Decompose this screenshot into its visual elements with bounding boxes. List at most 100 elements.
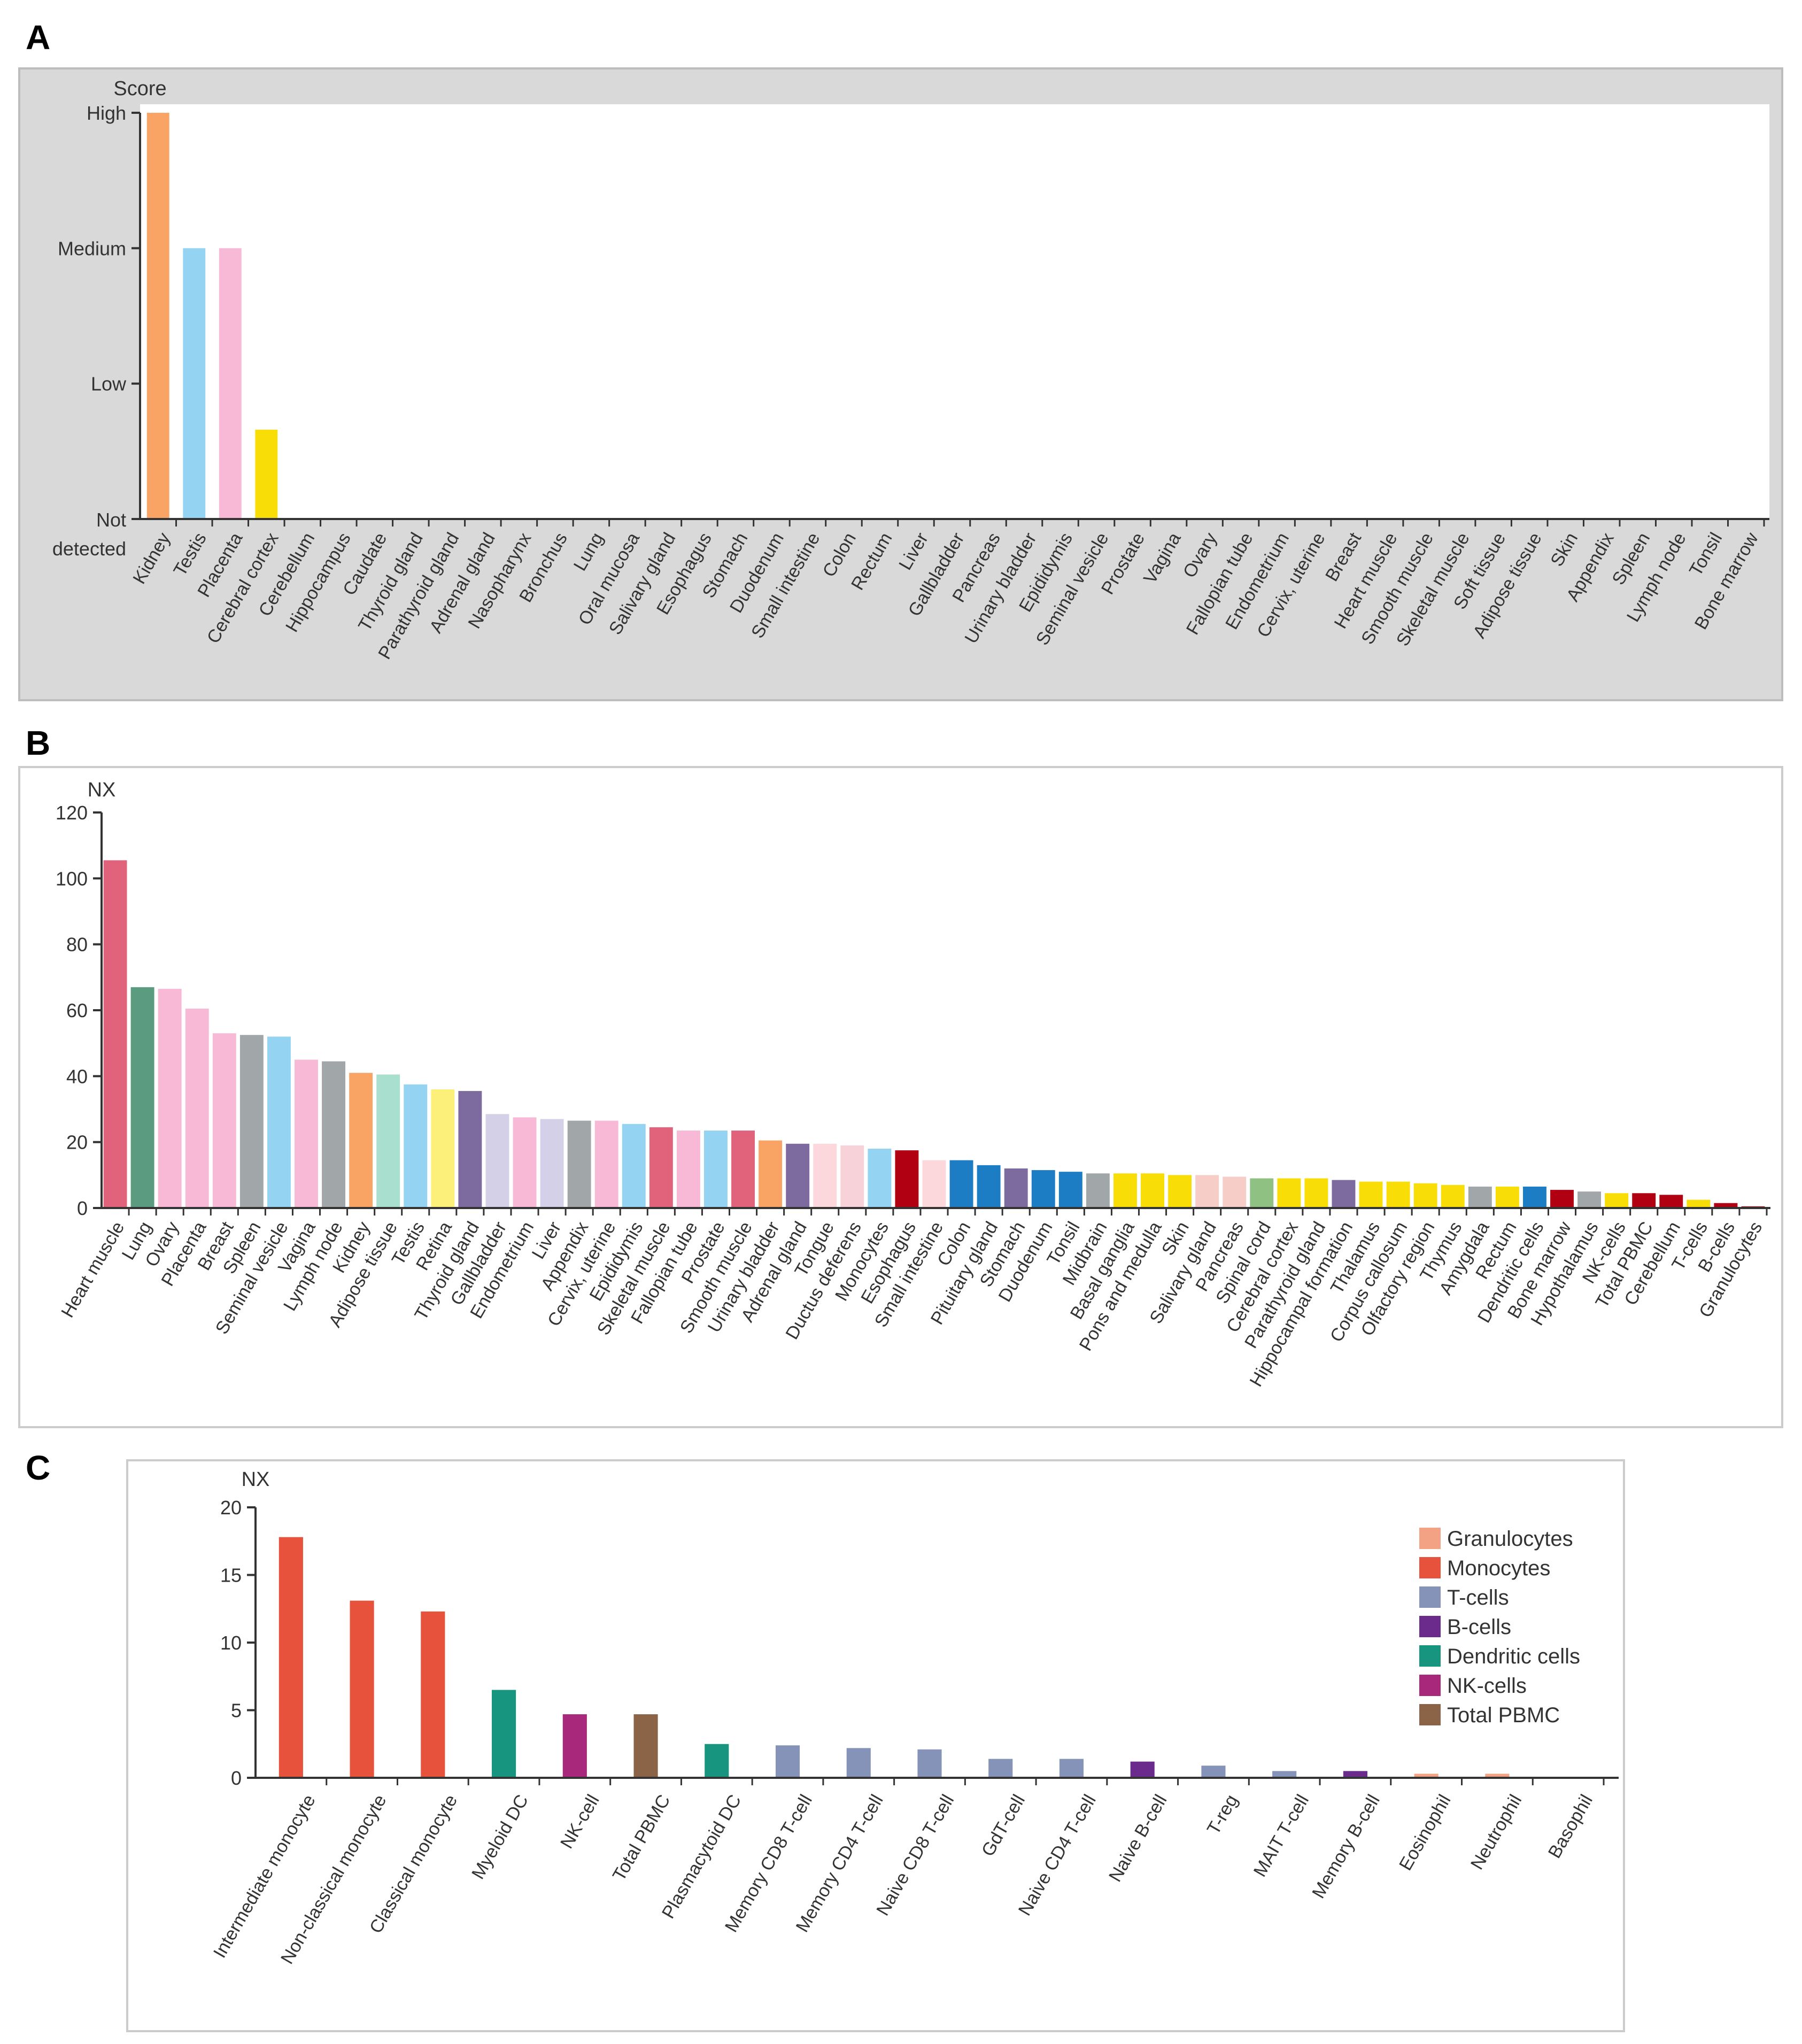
- bar-hippocampal-formation: [1332, 1180, 1356, 1208]
- bar-kidney: [349, 1073, 373, 1208]
- bar-t-cells: [1687, 1199, 1711, 1208]
- y-tick-label: Low: [91, 373, 127, 395]
- panel-b-letter: B: [26, 724, 50, 762]
- bar-bone-marrow: [1550, 1190, 1574, 1208]
- bar-duodenum: [1031, 1170, 1055, 1208]
- bar-mait-t-cell: [1272, 1771, 1297, 1778]
- bar-salivary-gland: [1195, 1175, 1219, 1208]
- bar-esophagus: [895, 1150, 919, 1208]
- legend-label-total-pbmc: Total PBMC: [1447, 1704, 1560, 1727]
- y-tick-label: 0: [231, 1767, 242, 1789]
- bar-nk-cell: [562, 1714, 587, 1778]
- bar-tonsil: [1058, 1172, 1082, 1208]
- bar-ductus-deferens: [840, 1145, 864, 1208]
- bar-t-reg: [1201, 1766, 1226, 1778]
- bar-vagina: [295, 1059, 318, 1208]
- panel-b-y-ticks: 0 20 40 60 80 100 120: [56, 802, 102, 1219]
- y-tick-label: 40: [66, 1065, 88, 1087]
- bar-pons-and-medulla: [1141, 1173, 1164, 1208]
- bar-cerebral-cortex: [255, 429, 278, 519]
- bar-tongue: [813, 1143, 837, 1208]
- bar-dendritic-cells: [1522, 1186, 1546, 1208]
- bar-appendix: [567, 1120, 591, 1208]
- bar-ovary: [158, 988, 182, 1208]
- bar-gallbladder: [485, 1114, 509, 1208]
- y-tick-label: 10: [220, 1632, 242, 1654]
- bar-plasmacytoid-dc: [705, 1744, 729, 1778]
- bar-smooth-muscle: [731, 1131, 755, 1208]
- legend-swatch-b-cells: [1419, 1616, 1441, 1637]
- bar-pancreas: [1223, 1176, 1247, 1208]
- bar-basal-ganglia: [1113, 1173, 1137, 1208]
- legend-swatch-total-pbmc: [1419, 1704, 1441, 1725]
- panel-a-y-ticks: Not detected Low Medium High: [52, 102, 140, 560]
- bar-memory-cd8-t-cell: [775, 1745, 800, 1778]
- y-tick-label: 120: [56, 802, 88, 824]
- panel-a-letter: A: [26, 18, 50, 57]
- bar-nk-cells: [1605, 1193, 1629, 1208]
- bar-testis: [183, 248, 206, 519]
- bar-lung: [130, 987, 154, 1208]
- bar-cervix-uterine: [594, 1120, 618, 1208]
- bar-gdt-cell: [988, 1759, 1013, 1778]
- legend-label-b-cells: B-cells: [1447, 1615, 1511, 1639]
- bar-myeloid-dc: [492, 1690, 516, 1778]
- panel-a-plot-area: [140, 104, 1769, 519]
- panel-c-letter: C: [26, 1449, 50, 1487]
- bar-kidney: [146, 113, 169, 519]
- bar-midbrain: [1086, 1173, 1110, 1208]
- y-tick-label: 5: [231, 1700, 242, 1722]
- panel-a-y-label: Score: [113, 78, 166, 100]
- bar-rectum: [1495, 1186, 1519, 1208]
- legend-label-dendritic-cells: Dendritic cells: [1447, 1645, 1580, 1668]
- y-tick-label: High: [87, 102, 126, 124]
- bar-epididymis: [622, 1124, 646, 1208]
- bar-thyroid-gland: [458, 1091, 482, 1208]
- panel-c-bars: [279, 1537, 1510, 1778]
- bar-memory-b-cell: [1343, 1771, 1367, 1778]
- legend-swatch-granulocytes: [1419, 1528, 1441, 1549]
- bar-spinal-cord: [1250, 1178, 1274, 1208]
- bar-olfactory-region: [1413, 1183, 1437, 1208]
- bar-urinary-bladder: [759, 1140, 783, 1208]
- panel-b-y-label: NX: [88, 779, 116, 801]
- bar-colon: [949, 1160, 973, 1208]
- panel-c-legend: Granulocytes Monocytes T-cells B-cells Dendr…: [1419, 1527, 1580, 1727]
- bar-classical-monocyte: [421, 1611, 445, 1778]
- bar-prostate: [704, 1131, 728, 1208]
- legend-swatch-monocytes: [1419, 1557, 1441, 1578]
- bar-b-cells: [1714, 1203, 1738, 1208]
- bar-non-classical-monocyte: [350, 1600, 374, 1778]
- legend-label-nk-cells: NK-cells: [1447, 1674, 1527, 1698]
- y-tick-label: 20: [66, 1132, 88, 1153]
- bar-hypothalamus: [1577, 1191, 1602, 1208]
- bar-cerebral-cortex: [1277, 1178, 1301, 1208]
- bar-corpus-callosum: [1386, 1181, 1410, 1208]
- bar-endometrium: [513, 1117, 537, 1208]
- bar-memory-cd4-t-cell: [846, 1748, 871, 1778]
- bar-naive-b-cell: [1130, 1761, 1155, 1778]
- bar-thalamus: [1359, 1181, 1383, 1208]
- bar-thymus: [1441, 1184, 1465, 1208]
- bar-total-pbmc: [633, 1714, 658, 1778]
- legend-label-monocytes: Monocytes: [1447, 1557, 1550, 1580]
- bar-heart-muscle: [103, 860, 127, 1208]
- legend-swatch-dendritic-cells: [1419, 1645, 1441, 1667]
- bar-retina: [431, 1089, 455, 1208]
- bar-stomach: [1004, 1168, 1028, 1208]
- bar-testis: [404, 1084, 428, 1208]
- y-tick-label: detected: [52, 538, 126, 560]
- legend-label-granulocytes: Granulocytes: [1447, 1527, 1573, 1551]
- bar-placenta: [219, 248, 242, 519]
- bar-parathyroid-gland: [1304, 1178, 1328, 1208]
- bar-breast: [212, 1033, 236, 1208]
- bar-skeletal-muscle: [649, 1127, 673, 1208]
- panel-c-y-label: NX: [242, 1468, 270, 1491]
- bar-spleen: [239, 1035, 264, 1208]
- bar-placenta: [185, 1008, 209, 1208]
- bar-adipose-tissue: [376, 1074, 400, 1208]
- y-tick-label: Not: [96, 509, 126, 531]
